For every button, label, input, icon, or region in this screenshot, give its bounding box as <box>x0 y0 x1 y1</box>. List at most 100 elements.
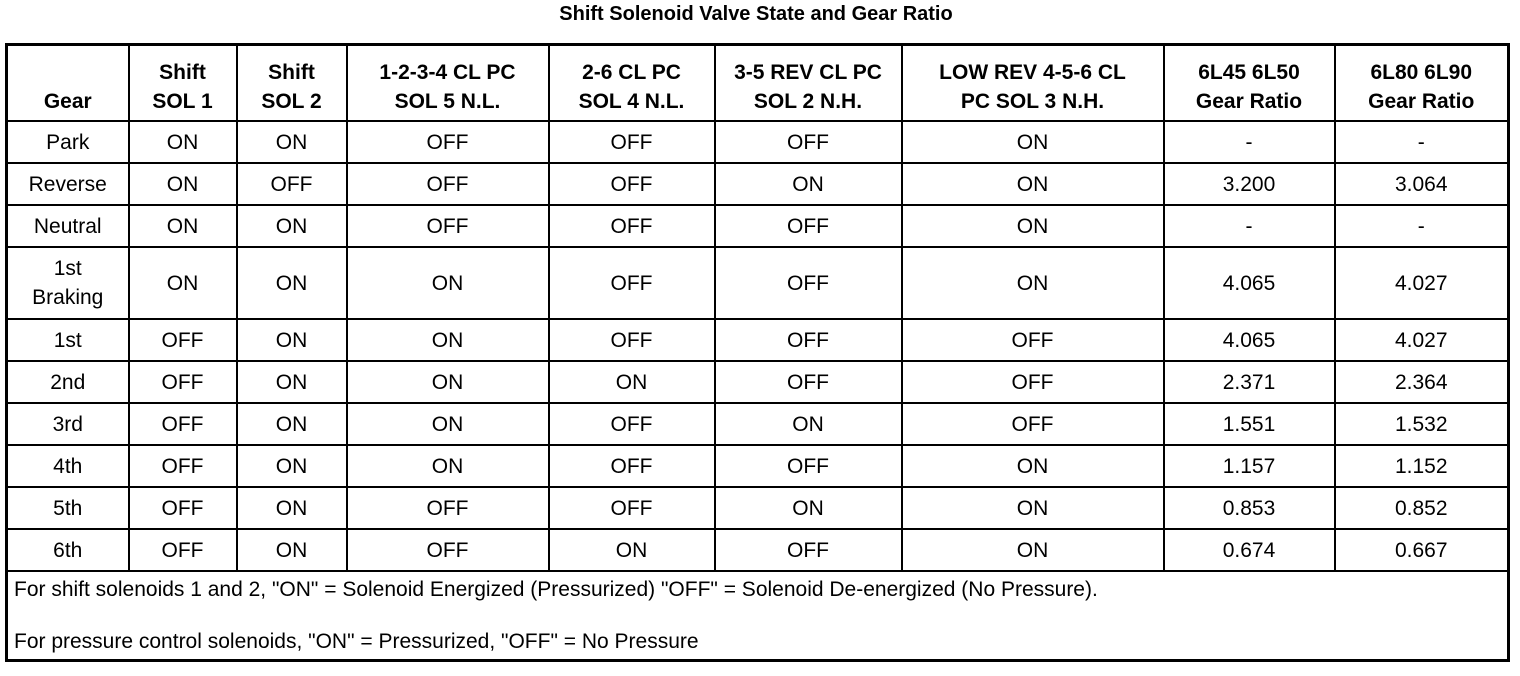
column-header-line: SOL 1 <box>152 90 213 113</box>
table-cell: OFF <box>127 318 238 362</box>
gear-label-line: 2nd <box>50 370 86 394</box>
column-header: 6L45 6L50 Gear Ratio <box>1162 43 1336 122</box>
column-header-line: 1-2-3-4 CL PC <box>379 61 516 84</box>
column-header: LOW REV 4-5-6 CL PC SOL 3 N.H. <box>900 43 1165 122</box>
table-cell: OFF <box>713 120 903 164</box>
column-header-line: Gear Ratio <box>1195 90 1303 113</box>
table-cell: ON <box>900 162 1165 206</box>
column-header-line: SOL 5 N.L. <box>394 90 501 113</box>
table-cell: OFF <box>547 318 716 362</box>
gear-label-line: Neutral <box>33 214 102 238</box>
gear-cell: 1st Braking <box>5 246 130 320</box>
table-row: 2nd OFF ON ON ON OFF OFF 2.371 2.364 <box>5 360 1510 404</box>
table-cell: ON <box>235 444 348 488</box>
gear-label-line: 4th <box>53 454 83 478</box>
notes-cell: For shift solenoids 1 and 2, "ON" = Sole… <box>5 570 1510 662</box>
column-header-line: 3-5 REV CL PC <box>734 61 882 84</box>
column-header: Gear <box>5 43 130 122</box>
table-title: Shift Solenoid Valve State and Gear Rati… <box>559 3 953 25</box>
gear-label-line: Park <box>46 130 90 154</box>
column-header-line: SOL 2 <box>261 90 322 113</box>
note-pressure-solenoids: For pressure control solenoids, "ON" = P… <box>14 630 699 653</box>
table-cell: OFF <box>900 360 1165 404</box>
table-cell: ON <box>547 360 716 404</box>
table-cell: 1.532 <box>1333 402 1510 446</box>
column-header-line: Gear Ratio <box>1368 90 1475 113</box>
table-cell: 0.674 <box>1162 528 1336 572</box>
table-cell: ON <box>235 360 348 404</box>
table-cell: OFF <box>345 162 550 206</box>
table-cell: OFF <box>713 246 903 320</box>
table-cell: OFF <box>127 444 238 488</box>
table-cell: 1.551 <box>1162 402 1336 446</box>
table-cell: ON <box>900 120 1165 164</box>
table-cell: OFF <box>345 528 550 572</box>
gear-cell: 1st <box>5 318 130 362</box>
gear-cell: 4th <box>5 444 130 488</box>
table-cell: 4.027 <box>1333 318 1510 362</box>
table-row: 1st Braking ON ON ON OFF OFF ON 4.065 4.027 <box>5 246 1510 320</box>
table-cell: ON <box>235 246 348 320</box>
gear-cell: Reverse <box>5 162 130 206</box>
column-header-line: Shift <box>268 61 315 84</box>
table-cell: OFF <box>547 486 716 530</box>
table-cell: 0.852 <box>1333 486 1510 530</box>
table-cell: 4.027 <box>1333 246 1510 320</box>
table-cell: 4.065 <box>1162 318 1336 362</box>
table-cell: ON <box>345 444 550 488</box>
gear-cell: Park <box>5 120 130 164</box>
table-cell: ON <box>713 162 903 206</box>
table-cell: OFF <box>900 318 1165 362</box>
column-header-line: SOL 4 N.L. <box>578 90 685 113</box>
gear-cell: 6th <box>5 528 130 572</box>
table-cell: 4.065 <box>1162 246 1336 320</box>
gear-cell: 5th <box>5 486 130 530</box>
table-cell: ON <box>345 246 550 320</box>
table-cell: - <box>1162 204 1336 248</box>
table-cell: OFF <box>547 402 716 446</box>
table-row: Neutral ON ON OFF OFF OFF ON - - <box>5 204 1510 248</box>
table-cell: ON <box>127 204 238 248</box>
table-cell: OFF <box>127 360 238 404</box>
table-cell: 2.371 <box>1162 360 1336 404</box>
table-cell: - <box>1333 204 1510 248</box>
table-cell: 1.157 <box>1162 444 1336 488</box>
table-cell: ON <box>547 528 716 572</box>
table-row: 1st OFF ON ON OFF OFF OFF 4.065 4.027 <box>5 318 1510 362</box>
table-cell: OFF <box>713 204 903 248</box>
table-cell: ON <box>345 360 550 404</box>
table-cell: OFF <box>547 162 716 206</box>
table-row: Park ON ON OFF OFF OFF ON - - <box>5 120 1510 164</box>
table-cell: ON <box>127 120 238 164</box>
table-cell: ON <box>235 528 348 572</box>
notes-row: For shift solenoids 1 and 2, "ON" = Sole… <box>5 570 1510 662</box>
table-cell: OFF <box>713 360 903 404</box>
table-cell: ON <box>900 486 1165 530</box>
gear-cell: 2nd <box>5 360 130 404</box>
table-cell: OFF <box>547 246 716 320</box>
gear-cell: 3rd <box>5 402 130 446</box>
table-row: 6th OFF ON OFF ON OFF ON 0.674 0.667 <box>5 528 1510 572</box>
column-header-line: Shift <box>159 61 206 84</box>
column-header-line: PC SOL 3 N.H. <box>960 90 1105 113</box>
column-header: 2-6 CL PC SOL 4 N.L. <box>547 43 716 122</box>
table-cell: 3.200 <box>1162 162 1336 206</box>
table-cell: 0.667 <box>1333 528 1510 572</box>
table-cell: ON <box>900 528 1165 572</box>
table-row: 4th OFF ON ON OFF OFF ON 1.157 1.152 <box>5 444 1510 488</box>
table-cell: ON <box>127 246 238 320</box>
table-cell: ON <box>345 402 550 446</box>
column-header: Shift SOL 1 <box>127 43 238 122</box>
table-cell: ON <box>235 204 348 248</box>
column-header-line: 6L45 6L50 <box>1198 61 1300 84</box>
table-cell: ON <box>713 402 903 446</box>
table-cell: OFF <box>547 204 716 248</box>
column-header-line: LOW REV 4-5-6 CL <box>939 61 1126 84</box>
header-row: Gear Shift SOL 1 Shift SOL 2 1-2-3-4 CL PC SOL… <box>5 43 1510 122</box>
table-row: Reverse ON OFF OFF OFF ON ON 3.200 3.064 <box>5 162 1510 206</box>
column-header: 6L80 6L90 Gear Ratio <box>1333 43 1510 122</box>
column-header-line: 2-6 CL PC <box>582 61 681 84</box>
table-cell: 0.853 <box>1162 486 1336 530</box>
note-shift-solenoids: For shift solenoids 1 and 2, "ON" = Sole… <box>14 578 1098 601</box>
table-cell: ON <box>713 486 903 530</box>
